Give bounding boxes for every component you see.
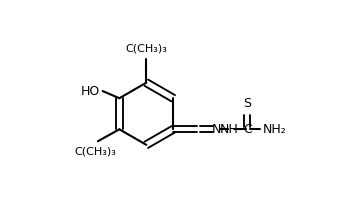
Text: NH₂: NH₂ <box>263 123 287 136</box>
Text: C(CH₃)₃: C(CH₃)₃ <box>125 44 167 54</box>
Text: HO: HO <box>81 84 100 98</box>
Text: S: S <box>243 97 251 110</box>
Text: N: N <box>212 123 221 136</box>
Text: C(CH₃)₃: C(CH₃)₃ <box>74 146 116 156</box>
Text: NH: NH <box>220 123 239 136</box>
Text: C: C <box>243 123 252 136</box>
